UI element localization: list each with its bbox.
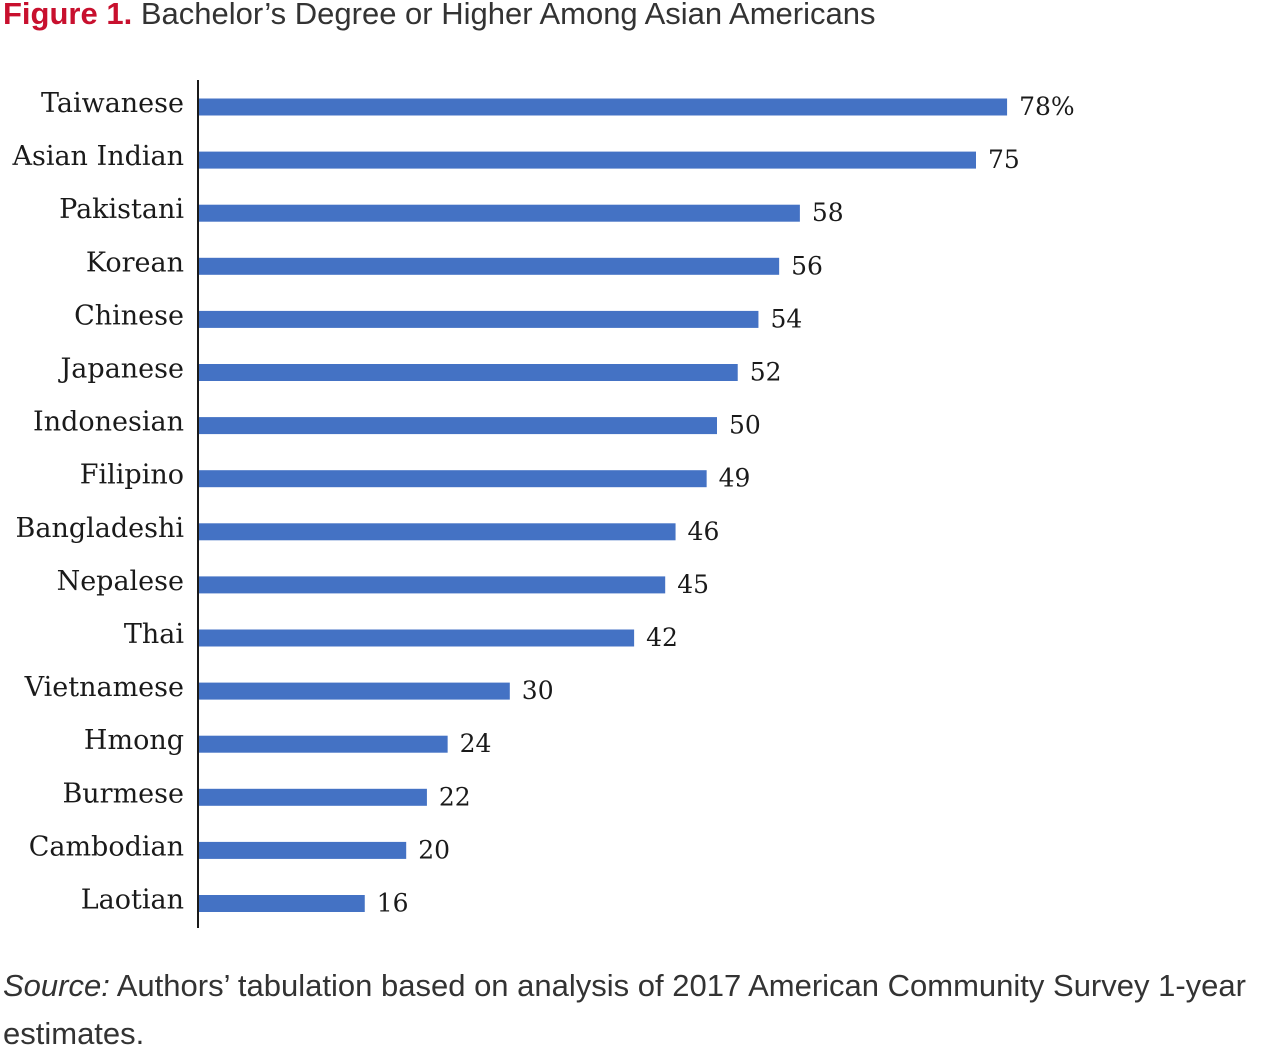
value-label: 50	[729, 411, 761, 440]
category-label: Vietnamese	[24, 672, 184, 703]
bar	[199, 788, 427, 806]
value-label: 54	[770, 304, 802, 333]
bar	[199, 98, 1008, 116]
figure-number: Figure 1.	[3, 0, 133, 31]
figure-title-text: Bachelor’s Degree or Higher Among Asian …	[140, 0, 876, 31]
bar	[199, 682, 510, 700]
bar	[199, 257, 780, 275]
value-label: 16	[377, 889, 409, 918]
source-label: Source:	[3, 968, 110, 1003]
value-label: 42	[646, 623, 678, 652]
value-label: 58	[812, 198, 844, 227]
value-label: 78%	[1019, 92, 1075, 121]
bar	[199, 364, 738, 381]
bar	[199, 470, 707, 488]
value-label: 30	[522, 676, 554, 705]
bar	[199, 895, 365, 912]
bar	[199, 151, 976, 169]
value-label: 45	[677, 570, 709, 599]
category-label: Filipino	[80, 460, 184, 491]
category-label: Chinese	[74, 300, 184, 331]
source-text: Authors’ tabulation based on analysis of…	[3, 968, 1246, 1051]
category-label: Taiwanese	[41, 88, 184, 119]
value-label: 56	[791, 251, 823, 280]
category-label: Indonesian	[33, 407, 184, 438]
category-label: Cambodian	[29, 831, 184, 862]
bar	[199, 841, 407, 859]
category-label: Burmese	[62, 778, 184, 809]
category-label: Asian Indian	[11, 141, 184, 172]
category-label: Japanese	[57, 354, 184, 385]
value-label: 46	[688, 517, 720, 546]
value-label: 20	[418, 835, 450, 864]
category-label: Thai	[124, 619, 184, 650]
bar	[199, 576, 666, 594]
bar	[199, 310, 759, 328]
value-label: 49	[719, 464, 751, 493]
value-label: 52	[750, 358, 782, 387]
bar	[199, 735, 448, 753]
category-label: Nepalese	[57, 566, 184, 597]
category-label: Laotian	[81, 885, 184, 916]
value-label: 24	[460, 729, 492, 758]
category-label: Bangladeshi	[16, 513, 185, 544]
value-label: 22	[439, 782, 471, 811]
category-label: Korean	[86, 247, 184, 278]
source-note: Source: Authors’ tabulation based on ana…	[3, 962, 1278, 1058]
bar	[199, 523, 676, 541]
bar	[199, 204, 800, 222]
value-label: 75	[988, 145, 1020, 174]
bar	[199, 629, 635, 647]
bar	[199, 417, 717, 435]
category-label: Pakistani	[59, 194, 184, 225]
figure-title: Figure 1. Bachelor’s Degree or Higher Am…	[3, 0, 875, 32]
category-label: Hmong	[84, 725, 184, 756]
bar-chart: Taiwanese Asian Indian Pakistani Korean Chin…	[11, 80, 1075, 928]
